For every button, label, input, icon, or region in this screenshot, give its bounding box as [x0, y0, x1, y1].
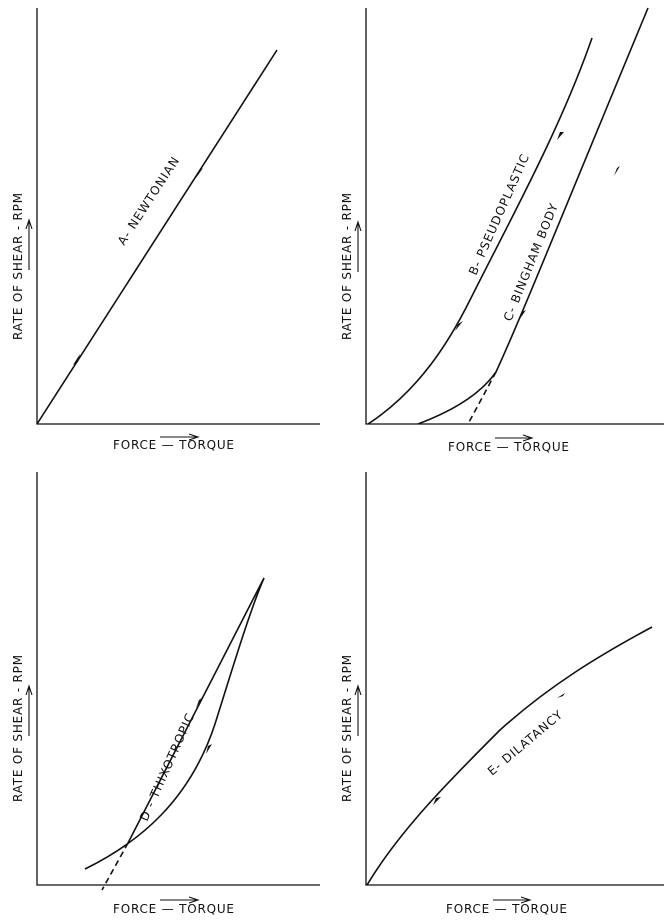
panel-e-xlabel: FORCE — TORQUE: [446, 902, 568, 916]
series-d-arrow-up: [206, 744, 212, 754]
panel-bc-ylabel: RATE OF SHEAR - RPM: [340, 192, 354, 340]
series-e-arrow-up: [433, 797, 441, 805]
series-d-extrapolation: [101, 842, 129, 891]
series-a-newtonian-line: [36, 49, 278, 425]
series-d-thixotropic-down: [127, 577, 265, 844]
panel-e: RATE OF SHEAR - RPM FORCE — TORQUE E- DI…: [340, 472, 664, 916]
panel-e-axes: [365, 472, 664, 886]
panel-d-xlabel: FORCE — TORQUE: [113, 902, 235, 916]
series-b-arrow-up: [455, 321, 463, 331]
panel-e-xlabel-arrow: [493, 896, 532, 904]
panel-d-xlabel-arrow: [160, 896, 200, 904]
panel-d: RATE OF SHEAR - RPM FORCE — TORQUE D - T…: [11, 472, 320, 916]
panel-e-ylabel-arrow: [354, 684, 362, 736]
panel-d-ylabel: RATE OF SHEAR - RPM: [11, 654, 25, 802]
series-a-arrow-up-2: [224, 120, 233, 131]
panel-a-ylabel-arrow: [25, 218, 33, 270]
series-a-arrow-down-1: [196, 168, 203, 178]
series-e-label: E- DILATANCY: [485, 707, 566, 778]
series-c-arrow-up: [519, 310, 526, 320]
series-a-label: A- NEWTONIAN: [115, 154, 183, 248]
panel-a-ylabel: RATE OF SHEAR - RPM: [11, 192, 25, 340]
series-d-thixotropic-up: [84, 577, 265, 870]
series-e-dilatancy-line: [366, 626, 653, 886]
series-d-label: D - THIXOTROPIC: [137, 710, 197, 823]
series-b-label: B- PSEUDOPLASTIC: [466, 151, 532, 277]
series-b-arrow-down: [557, 132, 564, 140]
panel-a-axes: [36, 8, 320, 425]
panel-a-xlabel: FORCE — TORQUE: [113, 438, 235, 452]
series-b-pseudoplastic-line: [367, 37, 593, 425]
series-a-arrow-up-1: [73, 354, 80, 365]
panel-d-ylabel-arrow: [25, 684, 33, 736]
series-a-arrow-down-2: [131, 268, 138, 278]
panel-d-axes: [36, 472, 320, 886]
series-c-arrow-down: [614, 166, 620, 176]
series-c-bingham-line: [417, 7, 649, 425]
panel-bc-xlabel-arrow: [495, 434, 534, 442]
panel-bc-ylabel-arrow: [354, 220, 362, 272]
panel-bc-axes: [365, 8, 664, 425]
panel-bc: RATE OF SHEAR - RPM FORCE — TORQUE B- PS…: [340, 7, 664, 454]
series-d-arrow-down: [196, 698, 202, 708]
series-e-arrow-down: [557, 693, 565, 698]
panel-a-xlabel-arrow: [160, 433, 200, 441]
panel-bc-xlabel: FORCE — TORQUE: [448, 440, 570, 454]
series-c-label: C- BINGHAM BODY: [501, 201, 561, 323]
panel-e-ylabel: RATE OF SHEAR - RPM: [340, 654, 354, 802]
series-c-extrapolation: [467, 371, 497, 425]
panel-a: RATE OF SHEAR - RPM FORCE — TORQUE A- NE…: [11, 8, 320, 452]
